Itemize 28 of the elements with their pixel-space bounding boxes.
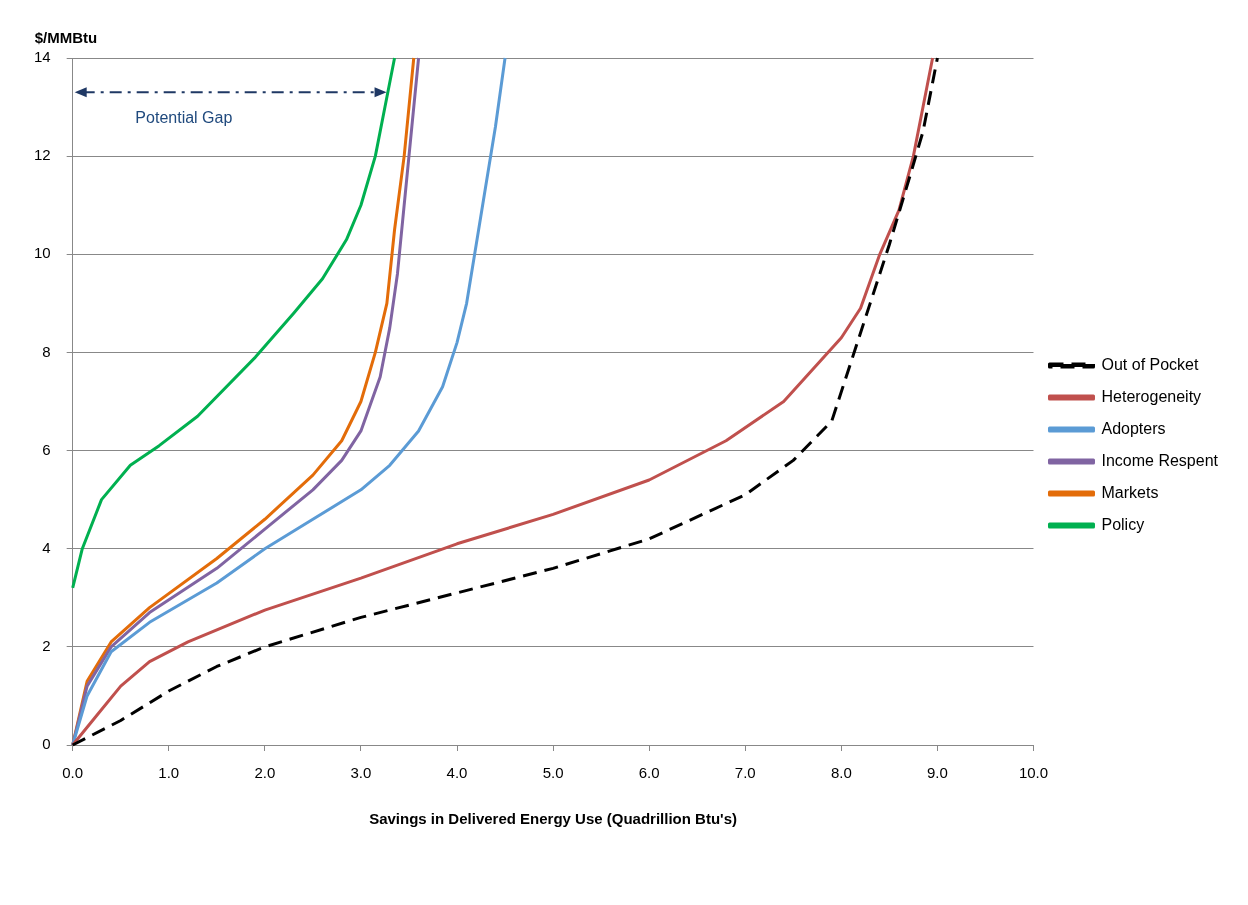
x-tick-label: 1.0 bbox=[158, 764, 180, 782]
x-tick-label: 8.0 bbox=[830, 764, 852, 782]
y-tick-label: 8 bbox=[42, 342, 51, 360]
y-tick-label: 2 bbox=[42, 637, 51, 654]
legend-label: Out of Pocket bbox=[1101, 355, 1199, 373]
y-tick-label: 0 bbox=[42, 735, 51, 753]
y-tick-label: 6 bbox=[42, 440, 51, 458]
legend-label: Heterogeneity bbox=[1101, 387, 1202, 405]
legend-label: Adopters bbox=[1101, 419, 1166, 437]
y-tick-label: 10 bbox=[34, 244, 51, 262]
x-tick-label: 10.0 bbox=[1018, 764, 1049, 782]
x-tick-label: 2.0 bbox=[254, 764, 276, 782]
annotation: Potential Gap bbox=[135, 108, 233, 126]
legend-label: Policy bbox=[1101, 515, 1145, 533]
x-tick-label: 3.0 bbox=[350, 764, 372, 782]
x-tick-label: 6.0 bbox=[638, 764, 660, 782]
x-tick-label: 5.0 bbox=[542, 764, 564, 782]
legend-label: Income Respent bbox=[1101, 451, 1219, 469]
y-tick-label: 12 bbox=[34, 146, 51, 164]
x-axis-title: Savings in Delivered Energy Use (Quadrillion Btu's) bbox=[369, 810, 737, 828]
x-tick-label: 7.0 bbox=[734, 764, 756, 782]
y-axis-title: $/MMBtu bbox=[34, 28, 98, 46]
legend-label: Markets bbox=[1101, 483, 1159, 501]
y-tick-label: 4 bbox=[42, 538, 51, 556]
x-tick-label: 4.0 bbox=[446, 764, 468, 782]
x-tick-label: 9.0 bbox=[926, 764, 948, 782]
y-tick-label: 14 bbox=[34, 48, 51, 66]
x-tick-label: 0.0 bbox=[62, 764, 84, 782]
